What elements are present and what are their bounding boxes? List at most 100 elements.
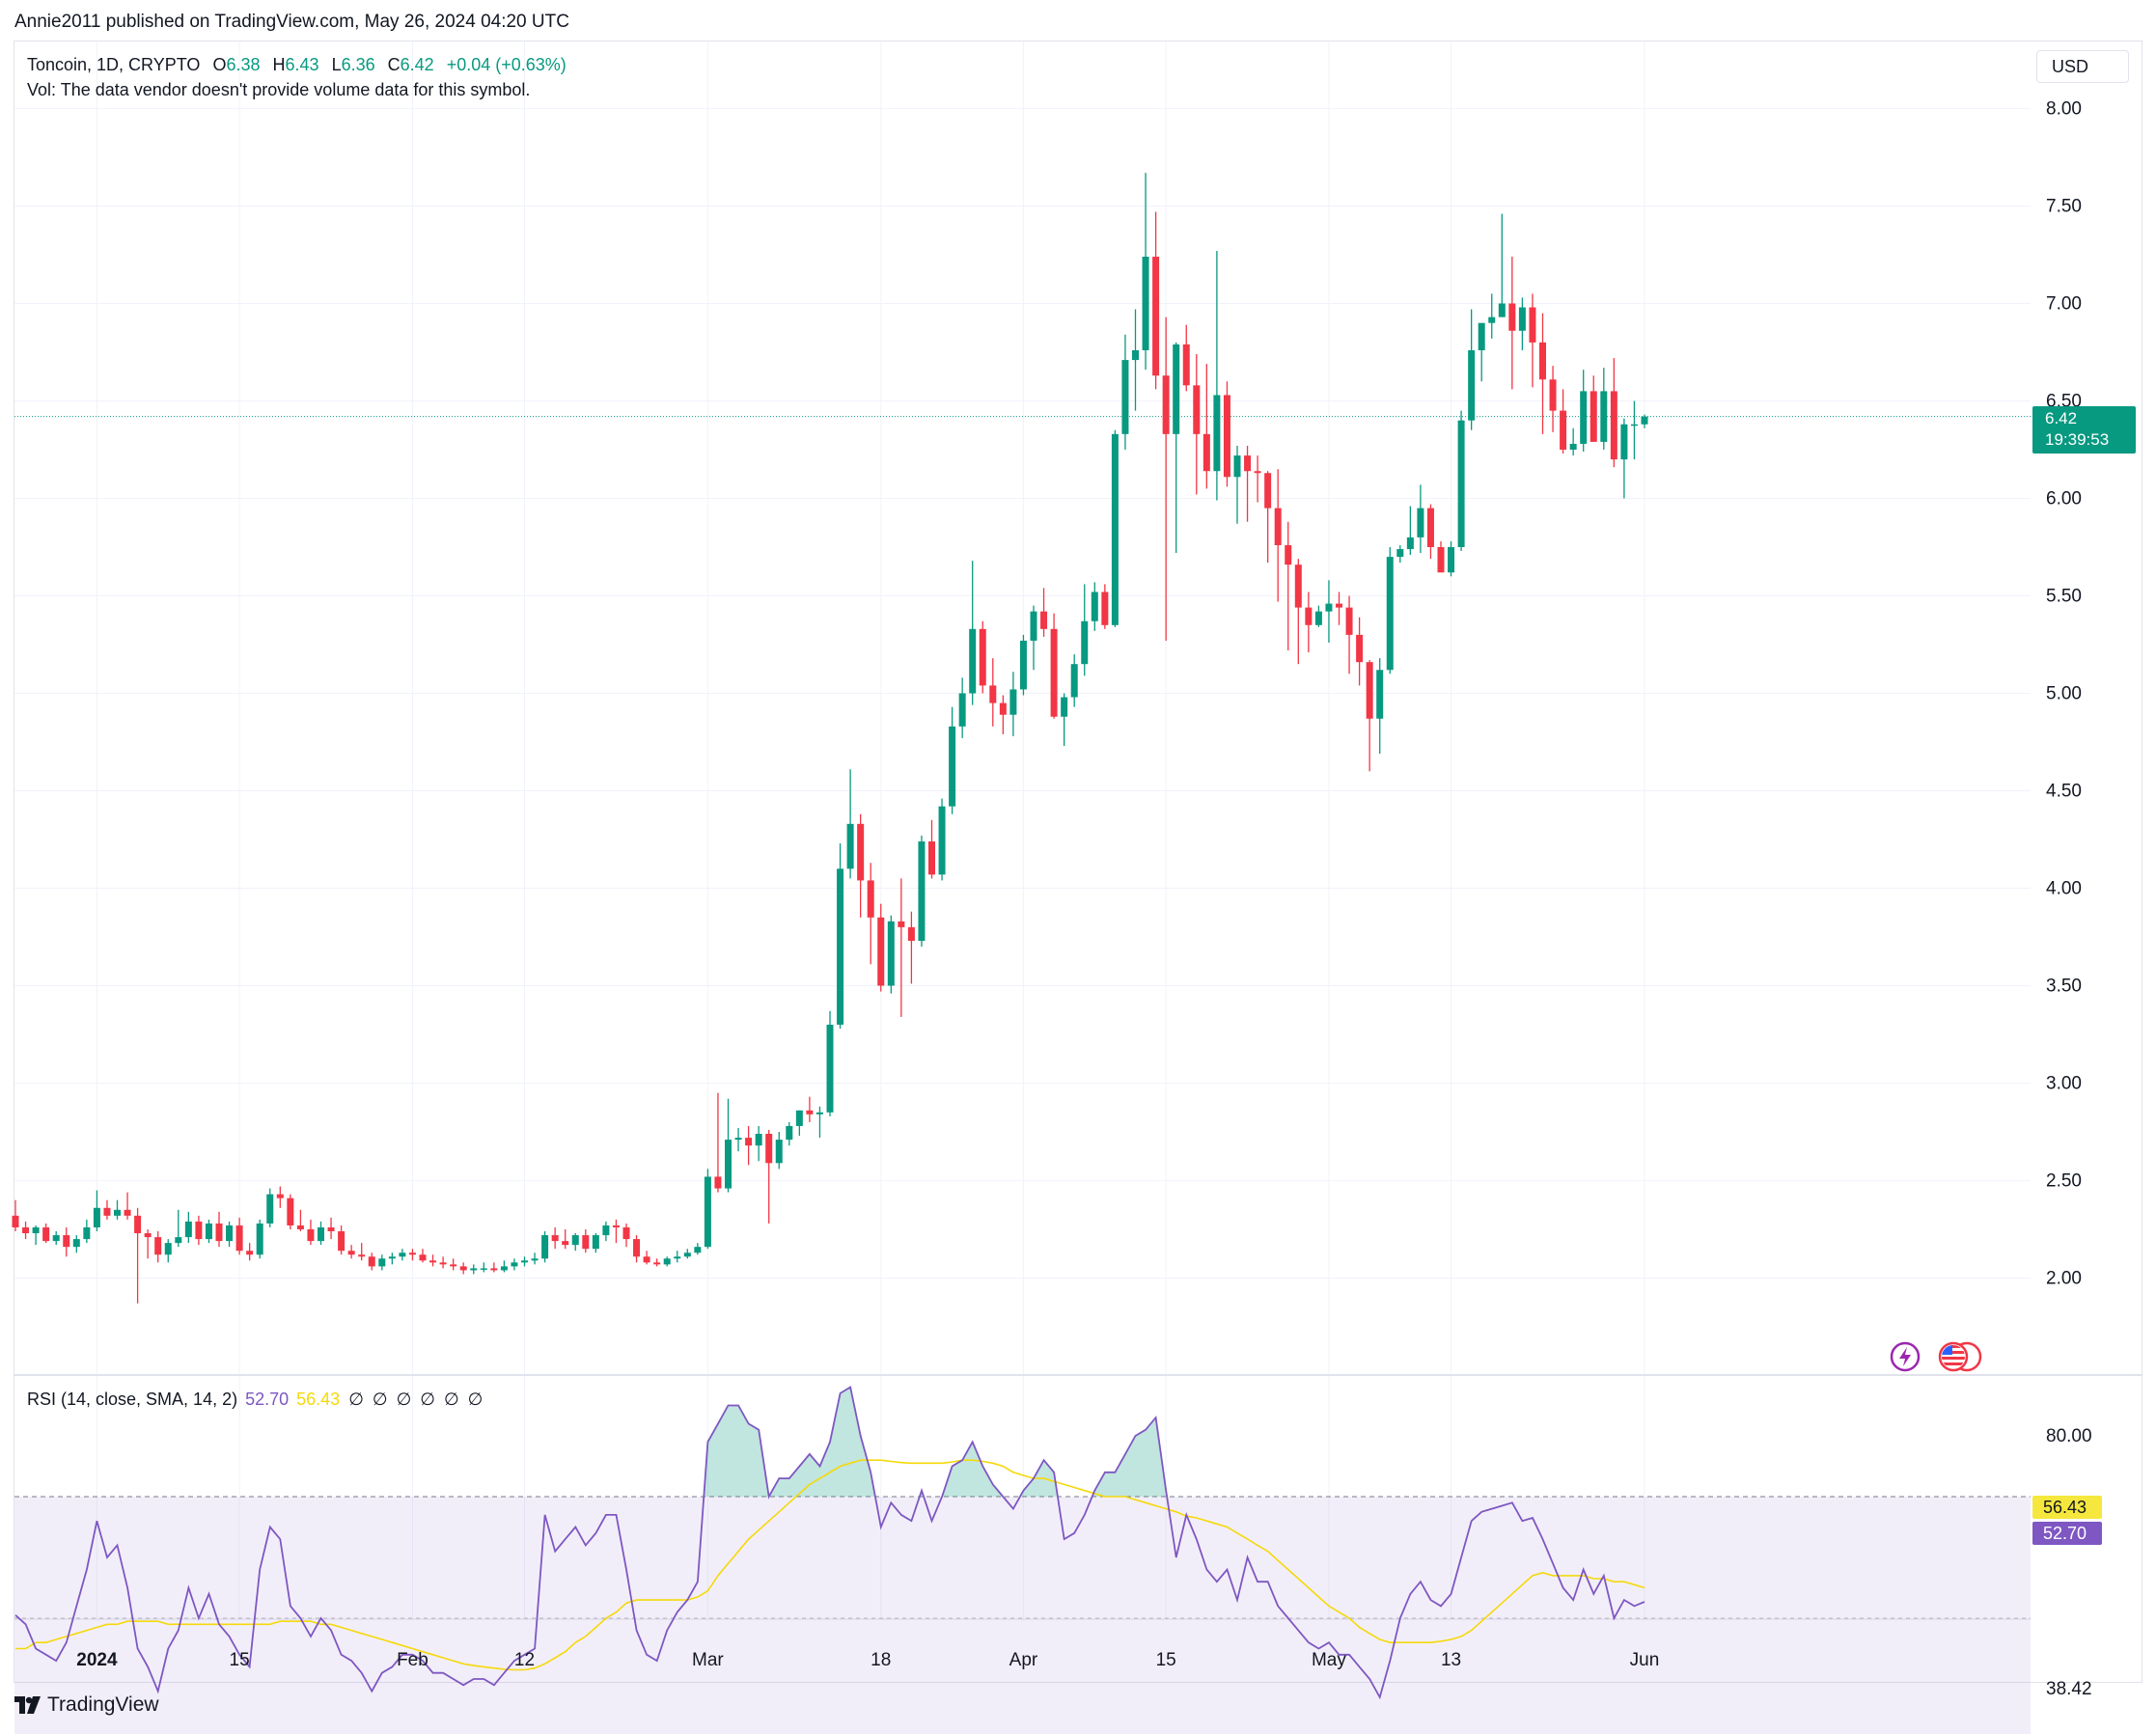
candle [958, 677, 966, 738]
candle-body [999, 702, 1007, 715]
candle [1630, 400, 1638, 460]
candle-body [887, 921, 895, 986]
candle-body [898, 921, 905, 927]
candle-body [1560, 410, 1567, 450]
candle [837, 843, 844, 1029]
lightning-icon[interactable] [1890, 1341, 1921, 1377]
candle-body [439, 1262, 447, 1265]
tradingview-logo[interactable]: TradingView [14, 1693, 159, 1717]
price-tick-label: 5.00 [2046, 684, 2082, 704]
candle-body [674, 1256, 681, 1259]
currency-button[interactable]: USD [2036, 50, 2129, 83]
candle [42, 1223, 50, 1244]
candle [622, 1223, 630, 1248]
candle-body [755, 1134, 762, 1146]
candle [1406, 506, 1414, 556]
candle [867, 863, 874, 965]
candle-body [1356, 634, 1364, 663]
candlestick-series [12, 173, 1648, 1304]
candle [93, 1190, 100, 1232]
candle [562, 1229, 569, 1250]
candle-body [338, 1231, 346, 1252]
price-tick-label: 4.00 [2046, 879, 2082, 899]
candle-body [1285, 544, 1292, 565]
candle-body [1294, 564, 1302, 608]
candle-body [287, 1197, 294, 1225]
candle [1294, 559, 1302, 665]
candle [643, 1251, 650, 1265]
candle-body [1244, 455, 1252, 472]
candle-body [989, 685, 997, 703]
candle-body [419, 1254, 427, 1261]
candle [1223, 381, 1230, 487]
candle-body [725, 1140, 732, 1189]
candle-body [521, 1260, 528, 1263]
rsi-title[interactable]: RSI (14, close, SMA, 14, 2) [27, 1390, 238, 1409]
change-value: +0.04 (+0.63%) [446, 55, 567, 74]
candle [571, 1233, 579, 1252]
candle [490, 1262, 498, 1273]
candle-body [1182, 344, 1190, 386]
candle-body [1386, 557, 1394, 671]
candle [124, 1192, 131, 1220]
candle [246, 1243, 254, 1261]
candle [1061, 693, 1068, 747]
candle [429, 1254, 437, 1267]
candle-body [1142, 257, 1149, 350]
candle [408, 1249, 416, 1261]
us-flag-icon[interactable] [1938, 1341, 1982, 1377]
candle-body [714, 1176, 722, 1189]
candle-body [307, 1229, 315, 1242]
candle-body [857, 823, 865, 881]
candle [755, 1125, 762, 1162]
candle-body [63, 1235, 70, 1248]
candle-body [235, 1225, 243, 1252]
candle [949, 706, 956, 814]
candle-body [511, 1262, 518, 1267]
candle [439, 1256, 447, 1269]
candle-body [12, 1215, 19, 1227]
price-tick-label: 7.50 [2046, 197, 2082, 217]
time-tick-label: 15 [1156, 1650, 1176, 1670]
candle-body [1417, 508, 1424, 537]
candle [511, 1258, 518, 1271]
candle [612, 1219, 620, 1244]
high-value: 6.43 [285, 55, 319, 74]
candle-body [215, 1223, 223, 1242]
candle [1019, 634, 1027, 696]
candle-body [378, 1258, 386, 1267]
candle-body [1620, 424, 1628, 460]
candle [765, 1129, 773, 1224]
candle-body [388, 1256, 396, 1259]
candle-body [470, 1268, 478, 1271]
candle-body [653, 1262, 661, 1265]
candle [287, 1194, 294, 1229]
candle [1488, 293, 1496, 339]
candle [1468, 309, 1476, 430]
candle-body [1325, 603, 1333, 612]
candle-body [1132, 349, 1139, 361]
publisher-line: Annie2011 published on TradingView.com, … [14, 12, 569, 32]
candle [195, 1215, 203, 1246]
candle [633, 1235, 641, 1263]
candle-body [1193, 385, 1201, 434]
candle-body [633, 1239, 641, 1257]
candle [592, 1233, 599, 1253]
candle [1182, 324, 1190, 392]
symbol-name[interactable]: Toncoin, 1D, CRYPTO [27, 55, 201, 74]
candle [989, 658, 997, 727]
price-tick-label: 7.00 [2046, 294, 2082, 315]
candle [1641, 414, 1648, 428]
candle-body [592, 1235, 599, 1250]
candle-body [795, 1110, 803, 1126]
candle [1132, 309, 1139, 411]
last-price: 6.42 [2045, 409, 2078, 427]
candle-body [175, 1237, 182, 1244]
candle [1569, 427, 1577, 456]
candle-body [490, 1268, 498, 1271]
candle [745, 1125, 753, 1166]
candle-body [296, 1225, 304, 1229]
candle [877, 903, 885, 992]
candle-body [1529, 307, 1536, 343]
